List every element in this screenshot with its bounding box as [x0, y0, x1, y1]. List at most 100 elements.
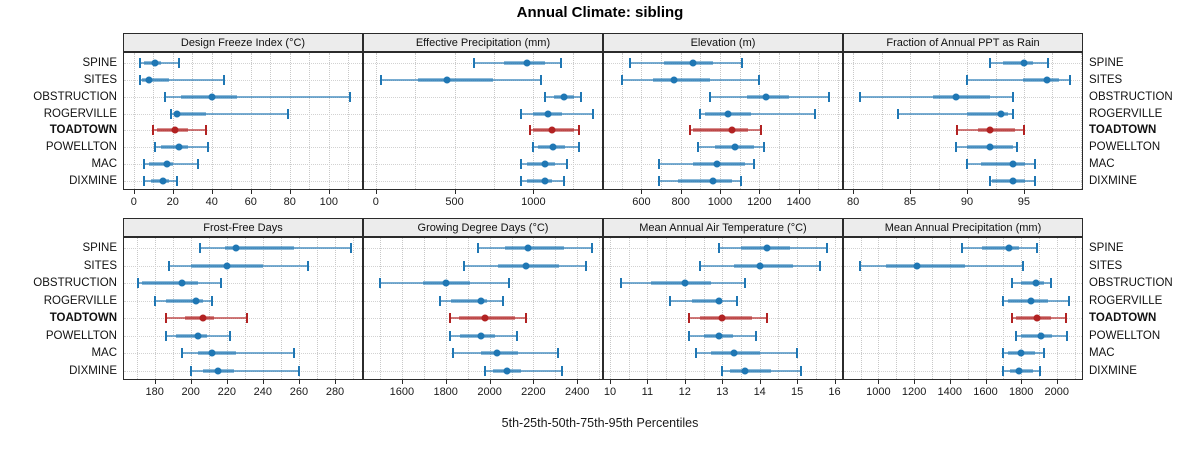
panel-strip: Mean Annual Precipitation (mm) — [843, 218, 1083, 237]
station-label: MAC — [91, 347, 117, 360]
station-label: POWELLTON — [45, 329, 117, 342]
gridline — [270, 53, 272, 189]
station-label: MAC — [91, 158, 117, 171]
whisker-cap — [142, 176, 145, 186]
x-axis-tick-label: 1600 — [389, 386, 415, 398]
whisker-cap — [1021, 260, 1024, 271]
median-dot — [913, 262, 921, 270]
row-guide — [844, 79, 1082, 81]
whisker-cap — [1014, 330, 1017, 341]
whisker-cap — [1002, 295, 1005, 306]
station-label: TOADTOWN — [1089, 124, 1157, 137]
median-dot — [952, 93, 960, 101]
whisker-cap — [168, 260, 171, 271]
x-axis-tick-label: 800 — [671, 196, 690, 208]
panel-strip-title: Design Freeze Index (°C) — [180, 36, 306, 49]
whisker-cap — [1046, 58, 1049, 68]
whisker-cap — [164, 313, 167, 324]
x-axis-tick-label: 1200 — [747, 196, 772, 208]
whisker-cap — [739, 176, 742, 186]
median-dot — [159, 177, 167, 185]
median-dot — [541, 160, 549, 168]
iqr-band — [161, 145, 189, 150]
median-dot — [1009, 177, 1016, 185]
percentile-whisker — [165, 95, 351, 98]
iqr-band — [1003, 61, 1033, 65]
gridline — [647, 238, 649, 379]
whisker-cap — [736, 295, 739, 306]
row-guide — [124, 164, 362, 166]
gridline — [967, 53, 968, 189]
median-dot — [724, 110, 732, 118]
gridline — [335, 238, 336, 379]
panel-strip-title: Mean Annual Precipitation (mm) — [884, 221, 1042, 234]
whisker-cap — [1068, 74, 1071, 85]
whisker-cap — [1002, 348, 1005, 359]
x-axis-tick — [454, 190, 456, 194]
whisker-cap — [697, 142, 700, 153]
row-guide — [124, 130, 362, 132]
x-axis-tick — [401, 380, 403, 384]
x-axis-tick — [910, 190, 911, 194]
x-axis-tick — [641, 190, 643, 194]
row-guide — [364, 113, 602, 115]
x-axis-tick — [610, 380, 611, 384]
x-axis-tick-label: 80 — [846, 196, 860, 208]
gridline — [298, 238, 300, 379]
gridline — [938, 53, 940, 189]
x-axis-tick-label: 60 — [244, 196, 257, 208]
whisker-cap — [699, 108, 702, 119]
gridline — [289, 53, 291, 189]
row-guide — [124, 147, 362, 149]
row-guide — [844, 300, 1082, 302]
median-dot — [713, 160, 721, 168]
x-axis-tick — [680, 190, 682, 194]
whisker-cap — [138, 74, 141, 85]
percentile-whisker — [967, 78, 1070, 81]
median-dot — [477, 297, 485, 305]
median-dot — [763, 244, 771, 252]
whisker-cap — [519, 159, 522, 170]
iqr-band — [651, 281, 712, 286]
gridline — [280, 238, 282, 379]
row-guide — [364, 181, 602, 182]
whisker-cap — [164, 330, 167, 341]
gridline — [154, 238, 156, 379]
station-label: POWELLTON — [1089, 141, 1161, 154]
whisker-cap — [1036, 243, 1039, 253]
row-guide — [844, 164, 1082, 166]
median-dot — [442, 279, 450, 287]
gridline — [1023, 53, 1025, 189]
gridline — [494, 53, 495, 189]
row-guide — [124, 79, 362, 81]
gridline — [309, 53, 311, 189]
whisker-cap — [1064, 313, 1067, 324]
station-label: POWELLTON — [45, 141, 117, 154]
x-axis-tick — [226, 380, 228, 384]
median-dot — [670, 76, 678, 84]
x-axis-tick-label: 0 — [372, 196, 379, 208]
gridline — [262, 238, 264, 379]
gridline — [896, 238, 898, 379]
whisker-cap — [760, 125, 763, 136]
station-label: DIXMINE — [69, 365, 117, 377]
whisker-cap — [578, 142, 581, 153]
iqr-band — [527, 179, 553, 183]
whisker-cap — [556, 348, 559, 359]
whisker-cap — [508, 278, 511, 289]
panel-strip: Elevation (m) — [603, 33, 843, 52]
median-dot — [1005, 244, 1013, 252]
x-axis-tick-label: 11 — [641, 386, 654, 398]
iqr-band — [1021, 281, 1045, 286]
station-label: ROGERVILLE — [1089, 107, 1163, 120]
median-dot — [1037, 332, 1045, 340]
iqr-band — [733, 263, 794, 268]
x-axis-tick — [853, 190, 855, 194]
whisker-cap — [164, 91, 166, 102]
gridline — [778, 238, 780, 379]
whisker-cap — [206, 142, 209, 153]
percentile-whisker — [170, 112, 288, 115]
gridline — [932, 238, 933, 379]
x-axis-tick-label: 90 — [960, 196, 974, 208]
station-label: OBSTRUCTION — [33, 90, 117, 103]
